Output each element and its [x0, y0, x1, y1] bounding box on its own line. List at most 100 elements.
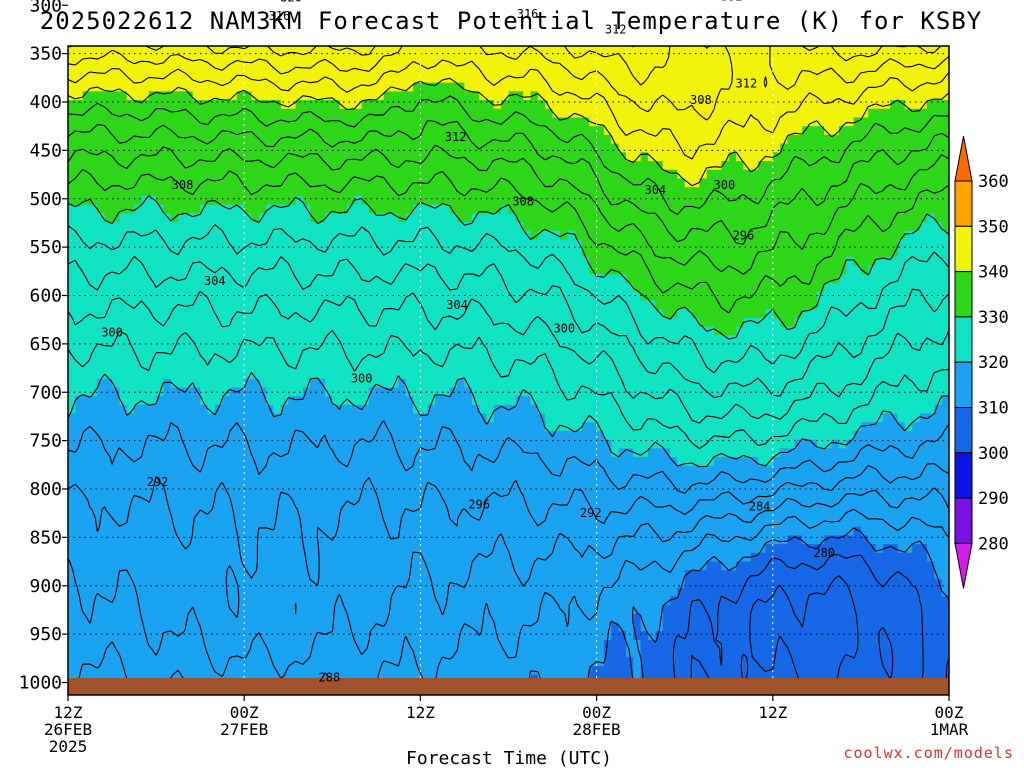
contour-fill-cell	[200, 91, 209, 101]
contour-fill-cell	[324, 134, 333, 145]
contour-fill-cell	[280, 230, 289, 240]
contour-fill-cell	[471, 178, 480, 188]
contour-fill-cell	[435, 309, 444, 319]
contour-fill-cell	[324, 474, 333, 484]
contour-fill-cell	[134, 100, 143, 110]
contour-fill-cell	[398, 134, 407, 145]
contour-fill-cell	[280, 178, 289, 188]
contour-fill-cell	[457, 213, 466, 223]
contour-fill-cell	[97, 143, 106, 153]
contour-fill-cell	[442, 256, 451, 267]
contour-fill-cell	[104, 73, 113, 84]
contour-fill-cell	[332, 378, 341, 389]
contour-fill-cell	[295, 483, 304, 493]
contour-fill-cell	[214, 73, 223, 84]
contour-fill-cell	[427, 91, 436, 101]
contour-fill-cell	[68, 552, 76, 563]
contour-fill-cell	[413, 195, 421, 206]
contour-fill-cell	[214, 46, 223, 49]
contour-fill-cell	[192, 221, 201, 232]
contour-fill-cell	[361, 187, 370, 197]
contour-fill-cell	[361, 657, 370, 667]
contour-fill-cell	[471, 143, 480, 153]
contour-fill-cell	[207, 596, 216, 606]
contour-fill-cell	[236, 491, 245, 502]
contour-fill-cell	[288, 73, 297, 84]
contour-fill-cell	[97, 430, 106, 441]
contour-fill-cell	[251, 474, 260, 484]
contour-fill-cell	[449, 404, 458, 415]
contour-fill-cell	[97, 300, 106, 310]
contour-fill-cell	[104, 465, 113, 476]
contour-fill-cell	[222, 274, 231, 284]
contour-fill-cell	[302, 169, 311, 180]
contour-fill-cell	[464, 526, 473, 537]
contour-fill-cell	[90, 578, 98, 589]
contour-fill-cell	[244, 422, 253, 432]
contour-fill-cell	[236, 448, 245, 458]
contour-fill-cell	[112, 169, 120, 180]
contour-fill-cell	[170, 152, 179, 162]
contour-fill-cell	[251, 544, 260, 554]
contour-fill-cell	[354, 343, 363, 354]
contour-fill-cell	[214, 666, 223, 676]
contour-fill-cell	[324, 648, 333, 658]
contour-fill-cell	[310, 143, 319, 153]
contour-fill-cell	[413, 430, 421, 441]
contour-fill-cell	[192, 56, 201, 66]
contour-fill-cell	[310, 457, 319, 467]
contour-fill-cell	[104, 56, 113, 66]
contour-fill-cell	[273, 526, 282, 537]
contour-fill-cell	[119, 657, 128, 667]
contour-fill-cell	[391, 622, 399, 632]
contour-fill-cell	[119, 404, 128, 415]
contour-fill-cell	[97, 117, 106, 127]
contour-fill-cell	[280, 256, 289, 267]
contour-fill-cell	[427, 509, 436, 519]
contour-fill-cell	[178, 282, 187, 293]
contour-fill-cell	[90, 605, 98, 615]
contour-fill-cell	[324, 483, 333, 493]
contour-fill-cell	[280, 596, 289, 606]
contour-fill-cell	[156, 134, 165, 145]
contour-fill-cell	[317, 195, 326, 206]
contour-fill-cell	[82, 396, 91, 406]
contour-fill-cell	[104, 91, 113, 101]
contour-fill-cell	[288, 352, 297, 362]
contour-fill-cell	[244, 500, 253, 510]
contour-fill-cell	[148, 161, 157, 171]
contour-fill-cell	[90, 674, 98, 678]
contour-fill-cell	[266, 117, 275, 127]
contour-fill-cell	[317, 256, 326, 267]
contour-fill-cell	[82, 552, 91, 563]
contour-fill-cell	[332, 300, 341, 310]
contour-fill-cell	[192, 47, 201, 58]
contour-fill-cell	[317, 404, 326, 415]
contour-fill-cell	[420, 457, 429, 467]
contour-fill-cell	[339, 552, 348, 563]
contour-fill-cell	[457, 46, 466, 49]
contour-fill-cell	[442, 422, 451, 432]
contour-fill-cell	[383, 239, 392, 249]
contour-fill-cell	[214, 369, 223, 380]
contour-fill-cell	[457, 500, 466, 510]
contour-fill-cell	[170, 413, 179, 423]
contour-fill-cell	[148, 518, 157, 528]
contour-fill-cell	[207, 178, 216, 188]
contour-fill-cell	[222, 256, 231, 267]
contour-fill-cell	[457, 587, 466, 597]
contour-fill-cell	[317, 605, 326, 615]
contour-fill-cell	[413, 396, 421, 406]
contour-fill-cell	[464, 613, 473, 624]
contour-fill-cell	[104, 46, 113, 49]
contour-fill-cell	[134, 161, 143, 171]
contour-fill-cell	[236, 326, 245, 336]
contour-fill-cell	[163, 239, 172, 249]
contour-fill-cell	[185, 648, 194, 658]
contour-fill-cell	[354, 561, 363, 571]
contour-fill-cell	[346, 648, 355, 658]
contour-fill-cell	[295, 631, 304, 641]
contour-fill-cell	[420, 518, 429, 528]
contour-fill-cell	[361, 100, 370, 110]
contour-fill-cell	[346, 422, 355, 432]
